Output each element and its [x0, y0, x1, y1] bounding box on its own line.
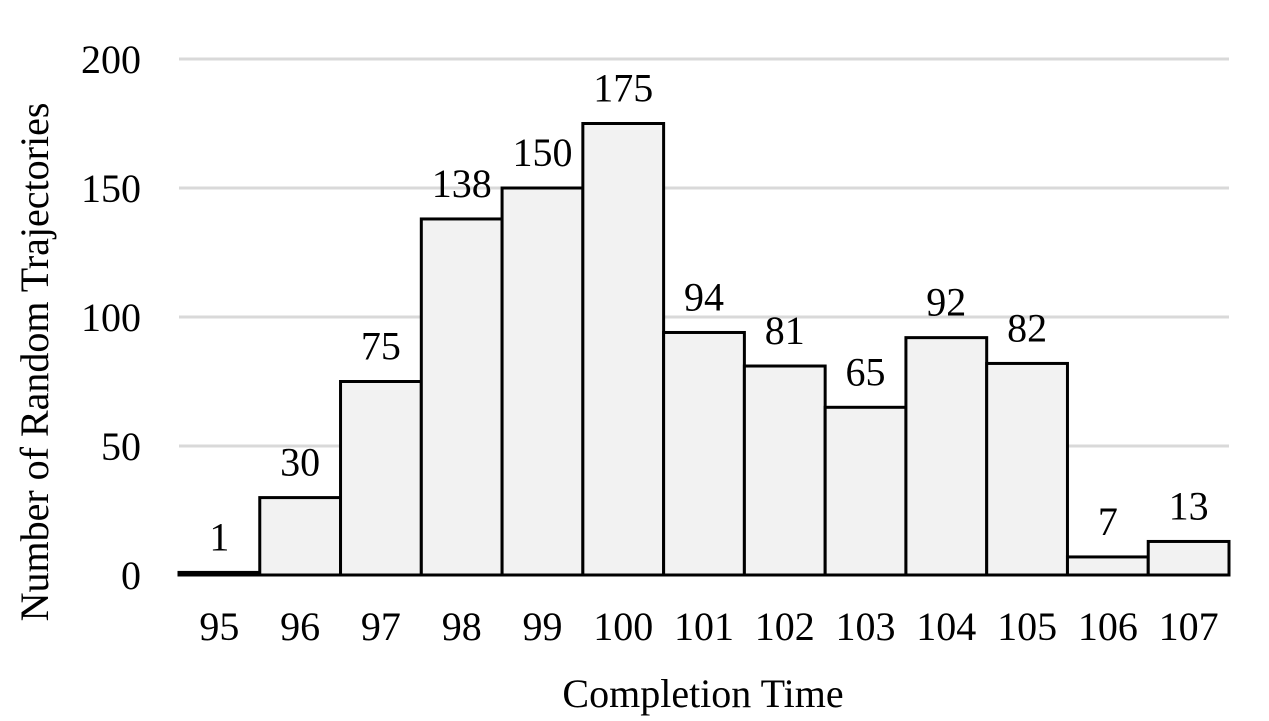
x-tick-label: 105	[997, 604, 1057, 649]
x-tick-label: 98	[442, 604, 482, 649]
bar-data-label: 13	[1169, 483, 1209, 528]
bar	[823, 405, 908, 577]
bar	[1146, 539, 1231, 577]
bar-data-label: 94	[684, 274, 724, 319]
x-tick-label: 101	[674, 604, 734, 649]
bar-data-label: 30	[280, 440, 320, 485]
bar-data-label: 65	[846, 349, 886, 394]
x-tick-label: 99	[522, 604, 562, 649]
x-tick-label: 97	[361, 604, 401, 649]
bar-data-label: 81	[765, 308, 805, 353]
y-axis-title: Number of Random Trajectories	[12, 103, 57, 622]
y-tick-label: 50	[101, 424, 141, 469]
bar	[662, 330, 746, 577]
bar-data-labels: 1 30 75 138 150 175 94 81 65 92 82 7 13	[209, 66, 1208, 560]
bar	[1065, 555, 1150, 577]
x-tick-label: 104	[916, 604, 976, 649]
y-tick-label: 200	[81, 37, 141, 82]
y-tick-label: 100	[81, 295, 141, 340]
bar	[500, 186, 585, 577]
bar	[581, 122, 666, 577]
bar	[419, 217, 504, 577]
x-tick-label: 106	[1078, 604, 1138, 649]
bar-data-label: 7	[1098, 499, 1118, 544]
x-tick-label: 103	[836, 604, 896, 649]
bar-data-label: 1	[209, 514, 229, 559]
bar-data-label: 150	[512, 130, 572, 175]
bar-data-label: 92	[926, 280, 966, 325]
x-tick-label: 102	[755, 604, 815, 649]
y-tick-label: 0	[121, 553, 141, 598]
y-tick-label: 150	[81, 166, 141, 211]
bar-data-label: 175	[593, 66, 653, 111]
bar	[904, 336, 989, 577]
bar	[258, 496, 343, 577]
bar	[339, 380, 423, 577]
x-tick-label: 95	[199, 604, 239, 649]
y-axis-ticks: 0 50 100 150 200	[81, 37, 141, 598]
bar-data-label: 75	[361, 324, 401, 369]
bars	[177, 122, 1231, 577]
x-axis-title: Completion Time	[562, 671, 843, 716]
bar	[742, 364, 827, 577]
bar-data-label: 138	[432, 161, 492, 206]
x-tick-label: 96	[280, 604, 320, 649]
x-tick-label: 107	[1159, 604, 1219, 649]
x-tick-label: 100	[593, 604, 653, 649]
bar-data-label: 82	[1007, 305, 1047, 350]
x-axis-ticks: 95 96 97 98 99 100 101 102 103 104 105 106 107	[199, 604, 1218, 649]
bar	[985, 361, 1069, 577]
